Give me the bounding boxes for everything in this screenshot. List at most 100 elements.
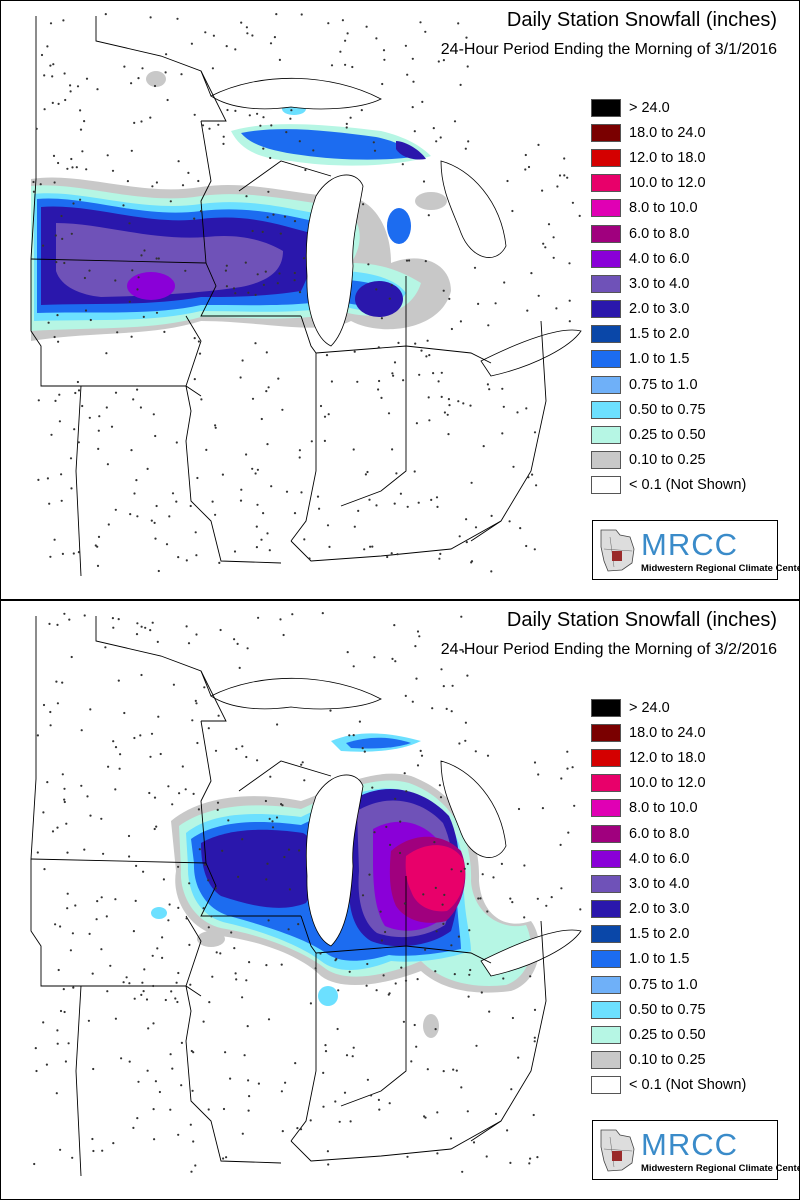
station-dot [197,340,200,343]
station-dot [433,841,436,844]
station-dot [352,448,355,451]
station-dot [345,126,348,129]
station-dot [81,404,84,408]
legend-swatch [591,274,621,293]
legend-label: 3.0 to 4.0 [629,275,690,292]
station-dot [224,269,227,272]
station-dot [146,467,149,470]
station-dot [96,564,100,568]
station-dot [440,371,443,374]
legend-label: 6.0 to 8.0 [629,225,690,242]
station-dot [128,300,131,303]
legend-item: 6.0 to 8.0 [591,821,746,846]
station-dot [57,340,60,343]
station-dot [352,665,355,668]
station-dot [222,1157,225,1160]
legend-swatch [591,925,621,944]
station-dot [221,473,224,476]
station-dot [422,893,425,896]
station-dot [153,827,156,831]
snowfall-shading [31,71,451,341]
state-borders [30,616,547,1177]
station-dot [105,406,108,409]
station-dot [419,749,422,752]
station-dot [316,495,320,498]
station-dot [303,538,306,541]
station-dot [486,383,489,386]
station-dot [46,477,50,480]
station-dot [293,271,296,275]
legend-swatch [591,1051,621,1070]
station-dot [394,982,397,985]
station-dot [399,820,402,823]
station-dot [131,269,134,272]
station-dot [61,773,64,776]
station-dot [363,750,366,753]
station-dot [87,1019,90,1022]
station-dot [95,918,98,921]
station-dot [530,272,533,275]
station-dot [91,1137,94,1141]
station-dot [462,402,465,405]
station-dot [215,951,218,954]
station-dot [104,646,107,649]
station-dot [49,555,52,558]
station-dot [211,67,214,70]
station-dot [406,73,409,76]
station-dot [169,1053,172,1056]
station-dot [112,626,115,629]
station-dot [328,545,331,549]
station-dot [524,153,527,157]
legend-item: > 24.0 [591,695,746,720]
station-dot [424,948,427,951]
station-dot [547,223,551,226]
station-dot [84,309,88,312]
station-dot [149,116,152,119]
station-dot [519,527,522,530]
station-dot [63,1010,66,1014]
legend-swatch [591,723,621,742]
station-dot [391,372,394,375]
station-dot [226,108,229,112]
station-dot [477,302,480,305]
legend-swatch [591,98,621,117]
station-dot [64,98,67,102]
station-dot [255,546,258,549]
station-dot [208,127,211,130]
station-dot [344,39,347,42]
station-dot [241,1132,244,1135]
station-dot [144,626,147,629]
station-dot [536,897,539,900]
station-dot [321,612,324,615]
station-dot [488,388,491,391]
station-dot [96,900,99,903]
legend-label: 2.0 to 3.0 [629,301,690,318]
station-dot [40,53,44,57]
station-dot [219,628,222,632]
station-dot [277,377,280,380]
station-dot [297,923,300,926]
station-dot [129,513,132,516]
station-dot [472,1141,476,1144]
station-dot [298,849,301,852]
station-dot [377,388,380,391]
station-dot [300,763,303,766]
station-dot [154,537,157,540]
station-dot [236,642,239,645]
legend-label: 0.75 to 1.0 [629,976,698,993]
station-dot [204,31,207,34]
legend-label: 8.0 to 10.0 [629,200,698,217]
station-dot [265,390,268,393]
station-dot [408,259,411,262]
station-dot [458,742,461,745]
station-dot [63,798,66,801]
station-dot [157,715,160,718]
legend-label: 0.50 to 0.75 [629,401,706,418]
station-dot [96,88,99,91]
station-dot [470,481,473,484]
station-dot [61,552,64,556]
station-dot [509,1161,512,1164]
station-dot [259,124,262,127]
station-dot [435,496,439,499]
station-dot [107,523,110,526]
